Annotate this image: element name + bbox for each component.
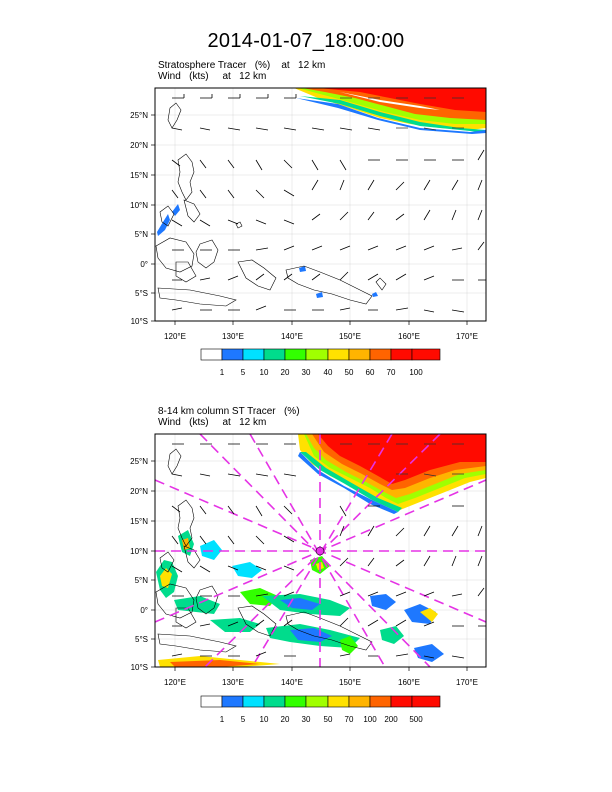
panel2-colorbar-labels: 1 5 10 20 30 50 70 100 200 500 [220, 715, 423, 724]
lat-tick-label: 5°N [135, 576, 149, 585]
panel1-wind-title: Wind (kts) at 12 km [158, 71, 267, 82]
colorbar-label: 20 [281, 715, 290, 724]
panel1-tracer-field [157, 88, 486, 298]
cross-section-center-marker [315, 546, 325, 556]
colorbar-label: 10 [260, 715, 269, 724]
lat-tick-label: 10°S [131, 317, 148, 326]
colorbar-swatch [263, 348, 286, 361]
panel2-tracer-field [156, 434, 486, 667]
colorbar-label: 100 [409, 368, 423, 377]
panel2-wind-title: Wind (kts) at 12 km [158, 417, 267, 428]
colorbar-label: 500 [409, 715, 423, 724]
lon-tick-label: 120°E [164, 678, 186, 687]
colorbar-swatch [390, 695, 413, 708]
lat-tick-label: 15°N [130, 517, 148, 526]
lon-tick-label: 150°E [339, 678, 361, 687]
colorbar-swatch [390, 348, 413, 361]
colorbar-swatch [305, 695, 329, 708]
colorbar-swatch [348, 348, 371, 361]
panel1-wind-barbs [171, 94, 486, 313]
colorbar-label: 60 [366, 368, 375, 377]
colorbar-label: 1 [220, 715, 225, 724]
panel2-title: 8-14 km column ST Tracer (%) [158, 406, 300, 417]
lon-tick-label: 130°E [222, 332, 244, 341]
colorbar-swatch [327, 348, 350, 361]
lat-tick-label: 25°N [130, 111, 148, 120]
colorbar-swatch [327, 695, 350, 708]
lat-tick-label: 0° [140, 260, 148, 269]
colorbar-swatch [221, 348, 244, 361]
panel2-lon-labels: 120°E 130°E 140°E 150°E 160°E 170°E [164, 678, 478, 687]
panel2-colorbar [200, 695, 441, 708]
colorbar-swatch [348, 695, 371, 708]
colorbar-label: 20 [281, 368, 290, 377]
lon-tick-label: 170°E [456, 332, 478, 341]
colorbar-label: 100 [363, 715, 377, 724]
lat-tick-label: 5°N [135, 230, 149, 239]
colorbar-swatch [242, 348, 265, 361]
colorbar-label: 30 [302, 715, 311, 724]
colorbar-swatch [221, 695, 244, 708]
lon-tick-label: 150°E [339, 332, 361, 341]
colorbar-swatch [305, 348, 329, 361]
lon-tick-label: 160°E [398, 678, 420, 687]
colorbar-swatch [200, 695, 223, 708]
colorbar-label: 40 [324, 368, 333, 377]
lat-tick-label: 5°S [135, 635, 148, 644]
panel1-map [154, 87, 487, 322]
lon-tick-label: 130°E [222, 678, 244, 687]
lat-tick-label: 15°N [130, 171, 148, 180]
lon-tick-label: 160°E [398, 332, 420, 341]
colorbar-swatch [284, 695, 307, 708]
colorbar-label: 5 [241, 715, 246, 724]
colorbar-label: 200 [384, 715, 398, 724]
colorbar-label: 50 [345, 368, 354, 377]
panel1-axis-ticks [151, 114, 468, 325]
lat-tick-label: 0° [140, 606, 148, 615]
colorbar-label: 50 [324, 715, 333, 724]
colorbar-swatch [284, 348, 307, 361]
lat-tick-label: 10°N [130, 547, 148, 556]
lon-tick-label: 170°E [456, 678, 478, 687]
colorbar-swatch [369, 348, 392, 361]
lat-tick-label: 25°N [130, 457, 148, 466]
panel2-lat-labels: 25°N 20°N 15°N 10°N 5°N 0° 5°S 10°S [130, 457, 148, 672]
page-title: 2014-01-07_18:00:00 [207, 30, 405, 52]
panel1-colorbar-labels: 1 5 10 20 30 40 50 60 70 100 [220, 368, 423, 377]
colorbar-swatch [242, 695, 265, 708]
panel1-title: Stratosphere Tracer (%) at 12 km [158, 60, 326, 71]
colorbar-swatch [411, 695, 441, 708]
lon-tick-label: 140°E [281, 332, 303, 341]
lon-tick-label: 140°E [281, 678, 303, 687]
panel1-coastlines [155, 102, 387, 307]
colorbar-swatch [200, 348, 223, 361]
panel2-wind-barbs [171, 443, 486, 659]
colorbar-label: 70 [345, 715, 354, 724]
colorbar-swatch [369, 695, 392, 708]
lat-tick-label: 20°N [130, 487, 148, 496]
panel1-lat-labels: 25°N 20°N 15°N 10°N 5°N 0° 5°S 10°S [130, 111, 148, 326]
colorbar-label: 5 [241, 368, 246, 377]
colorbar-label: 30 [302, 368, 311, 377]
lon-tick-label: 120°E [164, 332, 186, 341]
lat-tick-label: 20°N [130, 141, 148, 150]
colorbar-swatch [263, 695, 286, 708]
lat-tick-label: 10°N [130, 201, 148, 210]
panel1-colorbar [200, 348, 441, 361]
colorbar-swatch [411, 348, 441, 361]
lat-tick-label: 10°S [131, 663, 148, 672]
panel1-lon-labels: 120°E 130°E 140°E 150°E 160°E 170°E [164, 332, 478, 341]
colorbar-label: 10 [260, 368, 269, 377]
lat-tick-label: 5°S [135, 289, 148, 298]
colorbar-label: 1 [220, 368, 225, 377]
colorbar-label: 70 [387, 368, 396, 377]
panel2-map [154, 433, 487, 668]
panel2-axis-ticks [151, 460, 468, 671]
